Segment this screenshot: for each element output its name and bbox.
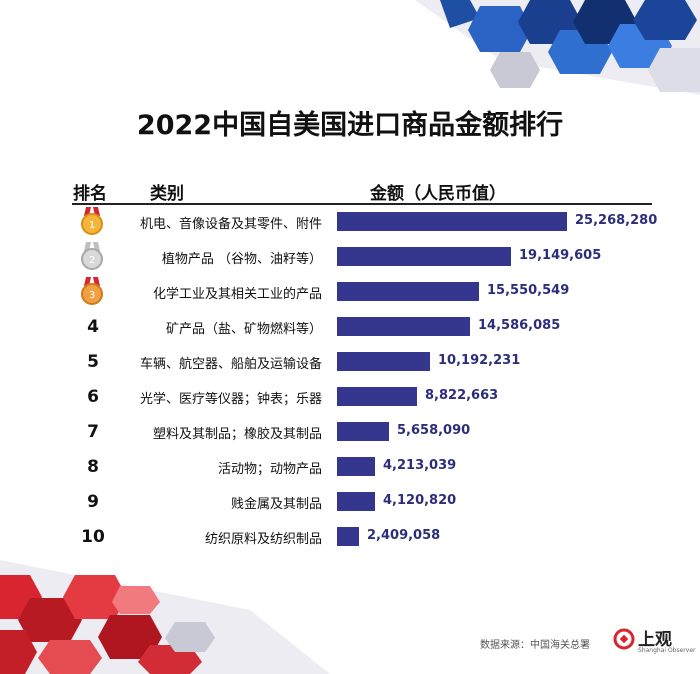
- svg-text:3: 3: [89, 290, 95, 301]
- category-label: 化学工业及其相关工业的产品: [152, 287, 322, 302]
- logo-subtext: Shanghai Observer: [638, 647, 696, 654]
- header-category: 类别: [150, 184, 184, 204]
- bar: [337, 282, 479, 301]
- bar: [337, 457, 375, 476]
- top-decor: [415, 0, 700, 95]
- rank-label: 9: [87, 492, 99, 512]
- rank-label: 4: [87, 317, 99, 337]
- svg-text:2: 2: [89, 255, 95, 266]
- chart-title: 2022中国自美国进口商品金额排行: [136, 110, 564, 141]
- bottom-decor: [0, 560, 330, 674]
- bronze-medal-icon: 3: [81, 277, 103, 305]
- publisher-logo: 上观 Shanghai Observer: [613, 625, 695, 659]
- category-label: 活动物；动物产品: [217, 462, 322, 477]
- bar: [337, 212, 567, 231]
- value-label: 14,586,085: [478, 318, 561, 333]
- logo-icon: [613, 628, 635, 650]
- value-label: 10,192,231: [438, 353, 521, 368]
- value-label: 15,550,549: [487, 283, 570, 298]
- bar: [337, 387, 417, 406]
- data-source: 数据来源：中国海关总署: [480, 640, 590, 651]
- category-label: 矿产品（盐、矿物燃料等）: [165, 322, 322, 337]
- value-label: 5,658,090: [397, 423, 471, 438]
- logo-text: 上观: [638, 630, 672, 650]
- category-label: 贱金属及其制品: [230, 497, 322, 512]
- category-label: 纺织原料及纺织制品: [204, 532, 322, 547]
- category-label: 车辆、航空器、船舶及运输设备: [139, 357, 322, 372]
- value-label: 4,213,039: [383, 458, 457, 473]
- bar: [337, 352, 430, 371]
- value-label: 25,268,280: [575, 213, 658, 228]
- rank-label: 6: [87, 387, 99, 407]
- rank-label: 7: [87, 422, 99, 442]
- gold-medal-icon: 1: [81, 207, 103, 235]
- rank-label: 5: [87, 352, 99, 372]
- header-amount: 金额（人民币值）: [370, 184, 506, 204]
- category-label: 塑料及其制品；橡胶及其制品: [152, 427, 322, 442]
- value-label: 2,409,058: [367, 528, 441, 543]
- bar: [337, 492, 375, 511]
- category-label: 植物产品 （谷物、油籽等）: [161, 252, 322, 267]
- header-rank: 排名: [73, 184, 107, 204]
- value-label: 19,149,605: [519, 248, 602, 263]
- rank-label: 10: [81, 527, 105, 547]
- value-label: 4,120,820: [383, 493, 457, 508]
- bar: [337, 527, 359, 546]
- category-label: 机电、音像设备及其零件、附件: [139, 217, 322, 232]
- bar: [337, 422, 389, 441]
- category-label: 光学、医疗等仪器；钟表；乐器: [139, 392, 322, 407]
- value-label: 8,822,663: [425, 388, 499, 403]
- bar: [337, 247, 511, 266]
- header-divider: [72, 203, 652, 205]
- silver-medal-icon: 2: [81, 242, 103, 270]
- svg-text:1: 1: [89, 220, 95, 231]
- rank-label: 8: [87, 457, 99, 477]
- bar: [337, 317, 470, 336]
